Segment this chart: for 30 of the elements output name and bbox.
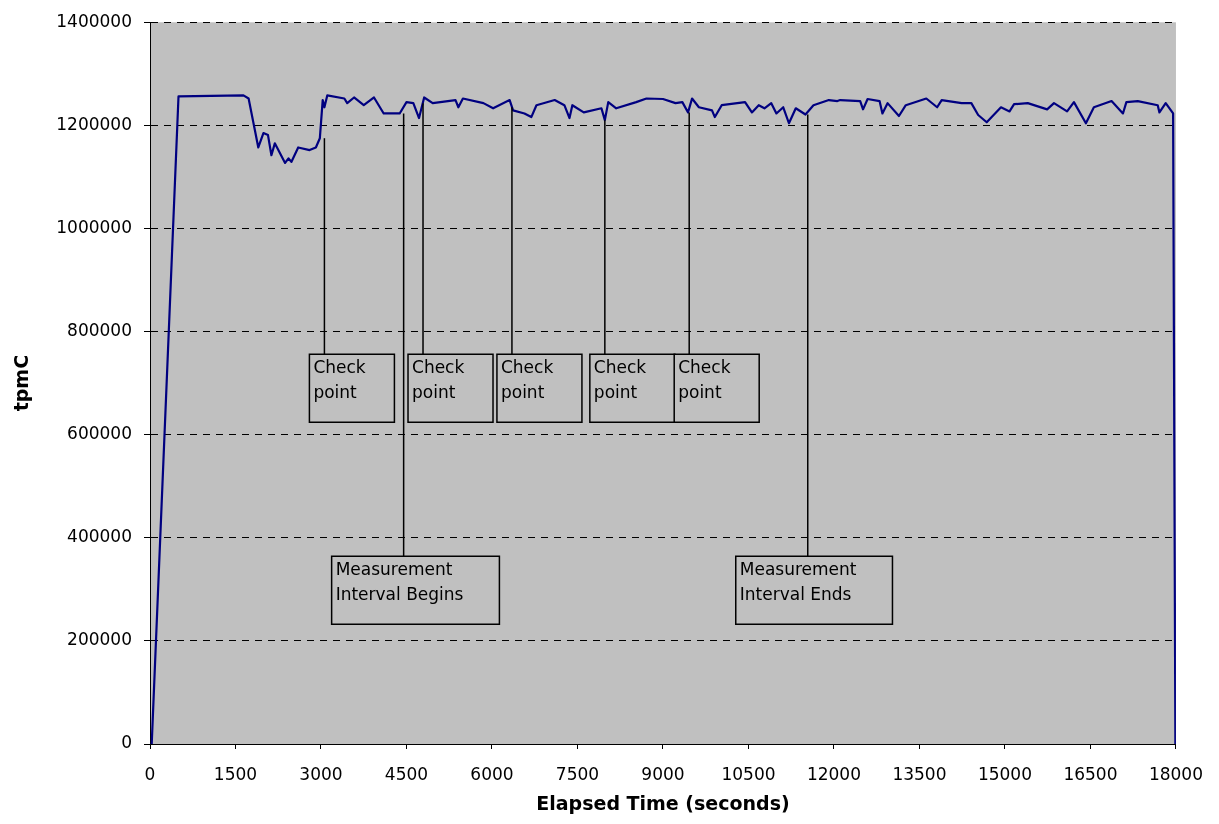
- annotation: Check point: [313, 357, 366, 403]
- annotation: Measurement Interval Begins: [335, 559, 464, 605]
- x-tick-label: 3000: [299, 763, 343, 784]
- annotation: Check point: [593, 357, 647, 403]
- y-tick-label: 200000: [67, 629, 132, 650]
- annotation: Check point: [678, 357, 731, 403]
- annotation: Measurement Interval Ends: [739, 559, 857, 605]
- x-tick-label: 9000: [641, 763, 685, 784]
- x-tick-label: 4500: [384, 763, 429, 784]
- x-tick-label: 18000: [1148, 763, 1204, 784]
- x-tick-label: 15000: [977, 763, 1033, 784]
- annotation: Check point: [500, 357, 554, 403]
- x-tick-label: 13500: [892, 763, 947, 784]
- x-tick-label: 7500: [555, 763, 600, 784]
- x-tick-label: 12000: [806, 763, 862, 784]
- y-tick-label: 1400000: [56, 10, 132, 31]
- x-tick-label: 6000: [470, 763, 514, 784]
- y-tick-label: 1200000: [56, 113, 132, 134]
- x-axis-title: Elapsed Time (seconds): [536, 791, 790, 814]
- y-tick-label: 400000: [67, 526, 132, 547]
- y-tick-label: 800000: [67, 319, 132, 340]
- x-tick-label: 10500: [721, 763, 776, 784]
- x-tick-label: 16500: [1063, 763, 1118, 784]
- x-tick-label: 0: [144, 763, 156, 784]
- y-tick-label: 600000: [67, 423, 132, 444]
- y-tick-label: 1000000: [56, 216, 132, 237]
- x-tick-label: 1500: [213, 763, 258, 784]
- y-tick-label: 0: [121, 732, 132, 753]
- annotation: Check point: [412, 357, 465, 403]
- y-axis-title: tpmC: [10, 354, 33, 412]
